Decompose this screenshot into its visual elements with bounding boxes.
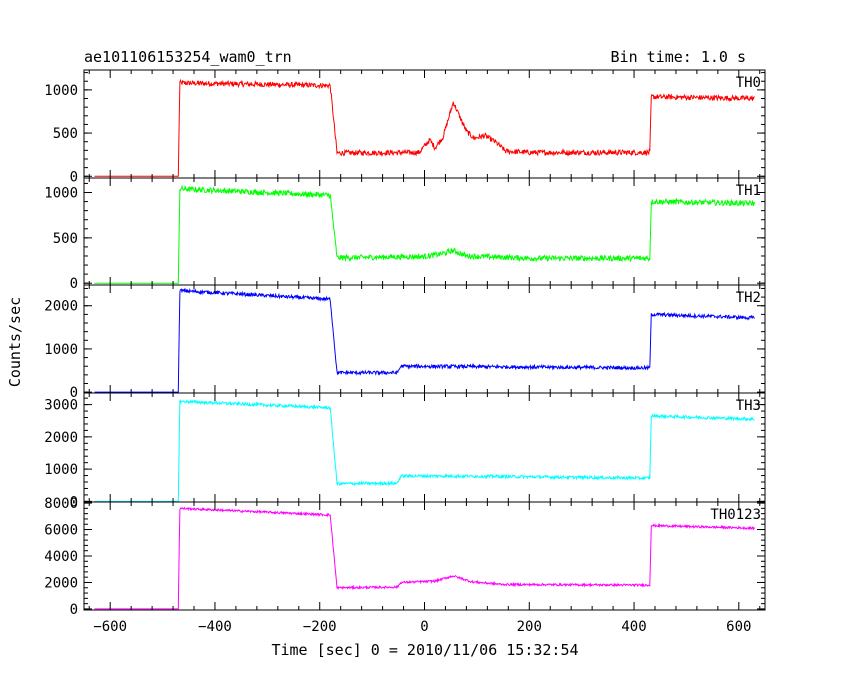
panel-name-label: TH0 <box>736 75 761 91</box>
y-tick-label: 2000 <box>44 575 78 591</box>
y-tick-label: 0 <box>70 602 78 618</box>
y-tick-label: 1000 <box>44 83 78 99</box>
series-line-th2 <box>94 287 755 393</box>
x-tick-label: 600 <box>726 619 751 635</box>
y-tick-label: 0 <box>70 494 78 510</box>
y-tick-label: 2000 <box>44 299 78 315</box>
chart-subtitle: Bin time: 1.0 s <box>611 48 746 66</box>
y-tick-label: 500 <box>53 231 78 247</box>
x-axis-label: Time [sec] 0 = 2010/11/06 15:32:54 <box>271 641 578 659</box>
panel-th1: 0 500 1000 TH1 <box>44 177 766 292</box>
y-tick-label: 0 <box>70 385 78 401</box>
y-tick-label: 3000 <box>44 398 78 414</box>
panel-frame <box>83 392 766 503</box>
panel-th0123: 0 2000 4000 6000 8000 TH0123 <box>44 496 766 618</box>
y-axis-label: Counts/sec <box>6 297 24 387</box>
x-tick-label: 400 <box>621 619 646 635</box>
panel-frame <box>83 177 766 286</box>
x-tick-label: 200 <box>517 619 542 635</box>
chart-title: ae101106153254_wam0_trn <box>84 48 292 66</box>
y-tick-label: 6000 <box>44 523 78 539</box>
y-tick-label: 0 <box>70 276 78 292</box>
panel-frame <box>83 69 766 179</box>
panel-name-label: TH2 <box>736 290 761 306</box>
y-tick-label: 1000 <box>44 186 78 202</box>
series-line-th0123 <box>94 506 755 610</box>
y-tick-label: 0 <box>70 169 78 185</box>
x-tick-label: −600 <box>93 619 127 635</box>
panel-frame <box>83 284 766 394</box>
y-tick-label: 500 <box>53 126 78 142</box>
panel-name-label: TH3 <box>736 398 761 414</box>
x-tick-label: −400 <box>198 619 232 635</box>
panel-name-label: TH0123 <box>710 507 761 523</box>
series-line-th0 <box>94 78 755 177</box>
y-tick-label: 2000 <box>44 430 78 446</box>
y-tick-label: 1000 <box>44 342 78 358</box>
panel-th2: 0 1000 2000 TH2 <box>44 284 766 401</box>
series-line-th1 <box>94 184 755 284</box>
y-tick-label: 1000 <box>44 462 78 478</box>
panel-name-label: TH1 <box>736 183 761 199</box>
panel-th3: 0 1000 2000 3000 TH3 <box>44 392 766 510</box>
y-tick-label: 4000 <box>44 549 78 565</box>
x-axis: −600 −400 −200 0 200 400 600 <box>93 619 751 635</box>
x-tick-label: 0 <box>420 619 428 635</box>
panel-frame <box>83 501 766 611</box>
series-line-th3 <box>94 399 755 502</box>
x-tick-label: −200 <box>303 619 337 635</box>
y-tick-label: 8000 <box>44 496 78 512</box>
panel-th0: 0 500 1000 TH0 <box>44 69 766 185</box>
